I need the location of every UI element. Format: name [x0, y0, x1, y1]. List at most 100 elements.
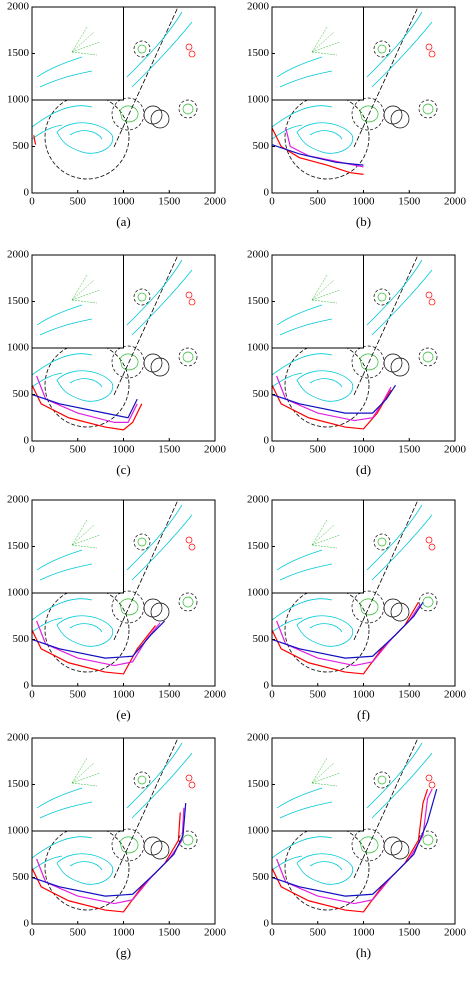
y-tick-label: 1000 [247, 587, 270, 599]
x-tick-label: 1500 [158, 444, 181, 456]
y-tick-label: 2000 [7, 732, 30, 744]
x-tick-label: 2000 [444, 196, 467, 208]
panel: 0 500 1000 1500 2000 0 500 1000 1500 2000 (e) [7, 494, 227, 722]
x-tick-label: 0 [269, 196, 275, 208]
x-tick-label: 1500 [398, 444, 421, 456]
caption: (g) [116, 945, 131, 960]
trajectory [33, 135, 37, 145]
x-tick-label: 0 [269, 689, 275, 701]
y-tick-label: 0 [24, 187, 30, 199]
trajectory [272, 384, 392, 430]
plot-area [272, 7, 438, 180]
x-tick-label: 1500 [398, 196, 421, 208]
trajectory [272, 788, 438, 897]
obstacles [32, 255, 198, 428]
x-tick-label: 500 [70, 689, 87, 701]
x-tick-label: 2000 [204, 689, 227, 701]
y-tick-label: 1500 [247, 540, 270, 552]
y-tick-label: 2000 [7, 494, 30, 506]
trajectory [32, 625, 156, 675]
y-tick-label: 0 [24, 435, 30, 447]
y-tick-label: 500 [13, 871, 30, 883]
obstacles [272, 255, 438, 428]
y-tick-label: 500 [13, 633, 30, 645]
x-tick-label: 1000 [353, 689, 376, 701]
x-tick-label: 500 [310, 689, 327, 701]
trajectory [36, 375, 138, 423]
panel: 0 500 1000 1500 2000 0 500 1000 1500 2000 (a) [7, 1, 227, 229]
trajectory [276, 788, 433, 905]
y-tick-label: 0 [24, 680, 30, 692]
x-tick-label: 1000 [113, 196, 136, 208]
trajectory [32, 812, 181, 913]
trajectory [272, 601, 424, 659]
obstacles [272, 500, 438, 673]
x-tick-label: 2000 [204, 196, 227, 208]
x-tick-label: 500 [70, 927, 87, 939]
x-tick-label: 1500 [158, 196, 181, 208]
y-tick-label: 500 [253, 871, 270, 883]
x-tick-label: 500 [70, 444, 87, 456]
y-tick-label: 0 [264, 187, 270, 199]
y-tick-label: 500 [13, 140, 30, 152]
x-tick-label: 1000 [353, 927, 376, 939]
caption: (e) [116, 707, 130, 722]
x-tick-label: 1000 [113, 927, 136, 939]
x-tick-label: 1000 [353, 444, 376, 456]
y-tick-label: 1500 [247, 47, 270, 59]
plot-area [272, 738, 438, 913]
x-tick-label: 0 [29, 196, 35, 208]
y-tick-label: 2000 [247, 249, 270, 261]
plot-area [32, 738, 198, 913]
x-tick-label: 500 [310, 444, 327, 456]
obstacles [32, 7, 198, 180]
y-tick-label: 1000 [7, 587, 30, 599]
caption: (d) [356, 462, 371, 477]
y-tick-label: 2000 [7, 1, 30, 13]
panel: 0 500 1000 1500 2000 0 500 1000 1500 2000 (b) [247, 1, 467, 229]
x-tick-label: 0 [29, 689, 35, 701]
trajectory [276, 603, 421, 667]
trajectory [32, 803, 187, 897]
x-tick-label: 2000 [204, 444, 227, 456]
trajectory [32, 620, 166, 659]
y-tick-label: 0 [264, 680, 270, 692]
x-tick-label: 2000 [204, 927, 227, 939]
panel: 0 500 1000 1500 2000 0 500 1000 1500 2000 (g) [7, 732, 227, 960]
y-tick-label: 1500 [7, 778, 30, 790]
caption: (h) [356, 945, 371, 960]
y-tick-label: 500 [13, 388, 30, 400]
x-tick-label: 1000 [113, 444, 136, 456]
y-tick-label: 1000 [247, 94, 270, 106]
y-tick-label: 0 [264, 435, 270, 447]
trajectory [272, 384, 397, 414]
y-tick-label: 2000 [247, 1, 270, 13]
y-tick-label: 2000 [7, 249, 30, 261]
x-tick-label: 1000 [113, 689, 136, 701]
obstacles [272, 738, 438, 911]
y-tick-label: 1000 [7, 342, 30, 354]
x-tick-label: 0 [29, 444, 35, 456]
trajectory [285, 127, 364, 168]
x-tick-label: 1500 [158, 689, 181, 701]
y-tick-label: 1000 [7, 825, 30, 837]
y-tick-label: 500 [253, 388, 270, 400]
panel: 0 500 1000 1500 2000 0 500 1000 1500 2000 (c) [7, 249, 227, 477]
y-tick-label: 1000 [7, 94, 30, 106]
y-tick-label: 2000 [247, 494, 270, 506]
y-tick-label: 1000 [247, 825, 270, 837]
trajectory [272, 144, 364, 166]
plot-area [32, 7, 198, 180]
y-tick-label: 1500 [247, 778, 270, 790]
y-tick-label: 1500 [247, 295, 270, 307]
caption: (f) [357, 707, 370, 722]
x-tick-label: 1500 [158, 927, 181, 939]
x-tick-label: 2000 [444, 444, 467, 456]
x-tick-label: 0 [269, 927, 275, 939]
plot-area [32, 500, 198, 675]
trajectory [32, 384, 143, 431]
y-tick-label: 0 [24, 918, 30, 930]
x-tick-label: 500 [70, 196, 87, 208]
plot-area [272, 500, 438, 675]
